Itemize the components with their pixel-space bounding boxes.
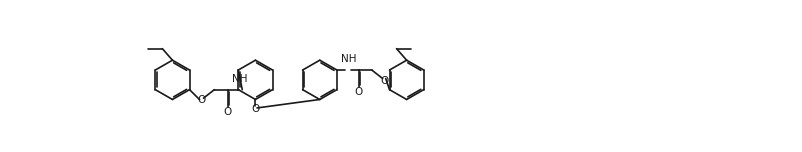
Text: O: O xyxy=(379,76,388,86)
Text: NH: NH xyxy=(341,54,356,64)
Text: O: O xyxy=(223,107,231,117)
Text: O: O xyxy=(197,95,206,105)
Text: NH: NH xyxy=(232,74,247,84)
Text: O: O xyxy=(354,87,363,97)
Text: O: O xyxy=(251,104,259,114)
